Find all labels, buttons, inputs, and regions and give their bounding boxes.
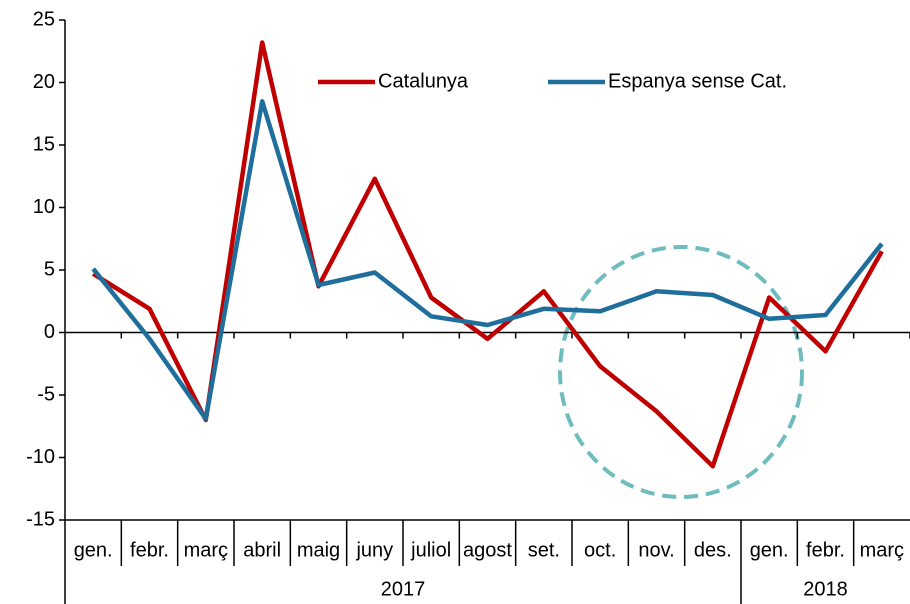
y-tick-label: -5 <box>37 383 55 405</box>
x-tick-label: febr. <box>130 539 169 561</box>
x-tick-label: gen. <box>750 539 789 561</box>
y-tick-label: -15 <box>26 508 55 530</box>
x-tick-label: des. <box>694 539 732 561</box>
y-tick-label: 20 <box>33 71 55 93</box>
y-tick-label: -10 <box>26 446 55 468</box>
y-tick-label: 0 <box>44 321 55 343</box>
x-tick-label: juliol <box>410 539 451 561</box>
x-tick-label: oct. <box>584 539 616 561</box>
x-tick-label: juny <box>355 539 393 561</box>
x-tick-label: nov. <box>638 539 674 561</box>
x-tick-label: set. <box>528 539 560 561</box>
highlight-circle <box>558 245 804 499</box>
x-tick-label: març <box>184 539 228 561</box>
y-tick-label: 15 <box>33 133 55 155</box>
x-tick-label: agost <box>463 539 512 561</box>
group-label: 2017 <box>381 578 426 600</box>
y-tick-label: 10 <box>33 196 55 218</box>
x-tick-label: març <box>860 539 904 561</box>
y-tick-label: 5 <box>44 258 55 280</box>
x-tick-label: febr. <box>806 539 845 561</box>
y-tick-label: 25 <box>33 8 55 30</box>
series-line <box>91 99 884 422</box>
series-line <box>92 40 884 469</box>
legend-label: Espanya sense Cat. <box>608 70 787 92</box>
x-tick-label: gen. <box>74 539 113 561</box>
legend-label: Catalunya <box>378 70 469 92</box>
group-label: 2018 <box>803 578 848 600</box>
x-tick-label: abril <box>243 539 281 561</box>
x-tick-label: maig <box>297 539 340 561</box>
